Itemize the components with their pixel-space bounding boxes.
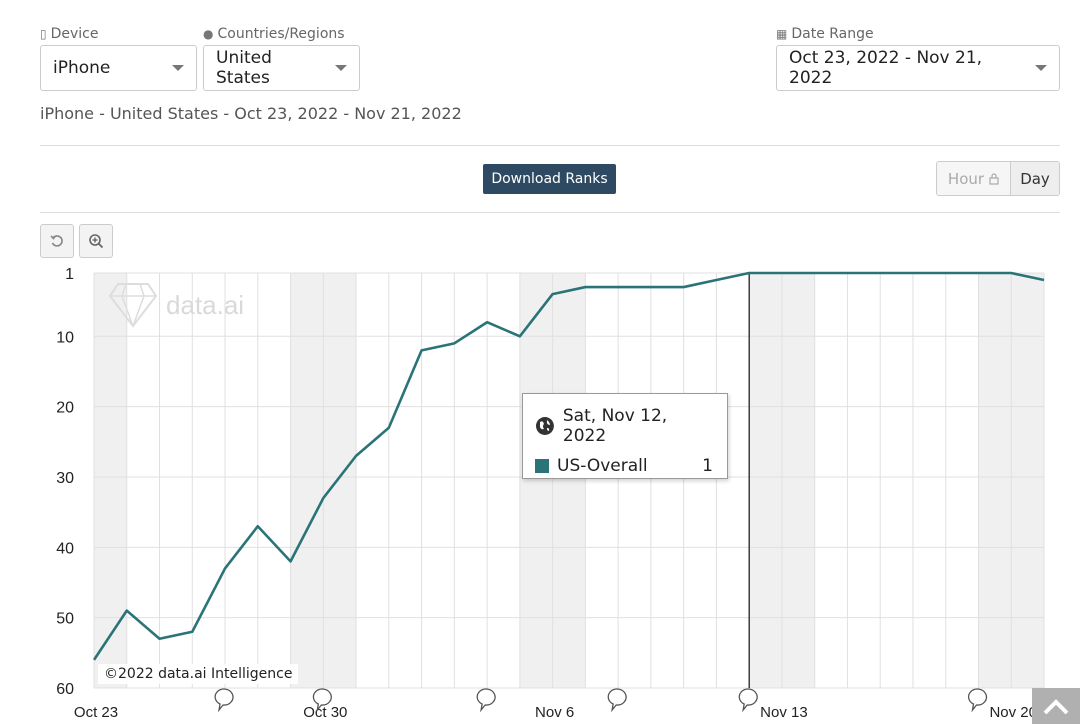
- caret-down-icon: [1035, 65, 1047, 71]
- lock-icon: [989, 172, 999, 185]
- divider: [40, 145, 1060, 146]
- phone-icon: ▯: [40, 27, 47, 41]
- reset-zoom-button[interactable]: [40, 224, 74, 258]
- annotation-marker-icon: [607, 688, 627, 713]
- granularity-toggle: Hour Day: [936, 161, 1060, 196]
- copyright-note: ©2022 data.ai Intelligence: [98, 664, 299, 684]
- y-tick-label: 10: [56, 329, 74, 346]
- device-select[interactable]: iPhone: [40, 45, 197, 91]
- chevron-up-icon: [1043, 699, 1069, 715]
- globe-icon: [535, 417, 554, 435]
- annotation-marker-icon: [738, 688, 758, 713]
- chart-tooltip: Sat, Nov 12, 2022 US-Overall 1: [522, 393, 728, 479]
- x-tick-label: Oct 23: [74, 704, 118, 721]
- divider: [40, 212, 1060, 213]
- country-label: ● Countries/Regions: [203, 26, 345, 42]
- annotation-marker-icon: [214, 688, 234, 713]
- hour-toggle[interactable]: Hour: [937, 162, 1011, 195]
- y-tick-label: 40: [56, 540, 74, 557]
- y-tick-label: 20: [56, 400, 74, 417]
- annotation-marker-icon: [476, 688, 496, 713]
- date-range-label: ▦ Date Range: [776, 26, 874, 42]
- series-swatch: [535, 459, 549, 473]
- zoom-in-icon: [89, 234, 104, 249]
- day-toggle[interactable]: Day: [1011, 162, 1059, 195]
- weekend-band: [94, 273, 127, 688]
- annotation-marker-icon: [312, 688, 332, 713]
- annotation-marker-icon: [967, 688, 988, 713]
- scroll-to-top-button[interactable]: [1032, 688, 1080, 724]
- download-ranks-button[interactable]: Download Ranks: [483, 164, 616, 194]
- diamond-logo-icon: [108, 283, 158, 328]
- x-tick-label: Nov 6: [535, 704, 574, 721]
- y-tick-label: 60: [56, 681, 74, 698]
- caret-down-icon: [172, 65, 184, 71]
- caret-down-icon: [335, 65, 347, 71]
- globe-icon: ●: [203, 27, 214, 41]
- country-select[interactable]: United States: [203, 45, 360, 91]
- y-tick-label: 1: [65, 266, 74, 283]
- x-tick-label: Nov 20: [989, 704, 1037, 721]
- zoom-button[interactable]: [79, 224, 113, 258]
- y-tick-label: 30: [56, 470, 74, 487]
- watermark: data.ai: [108, 282, 244, 328]
- series-line: [92, 271, 1045, 661]
- chart-subtitle: iPhone - United States - Oct 23, 2022 - …: [40, 104, 462, 123]
- calendar-icon: ▦: [776, 27, 788, 41]
- date-range-select[interactable]: Oct 23, 2022 - Nov 21, 2022: [776, 45, 1060, 91]
- y-tick-label: 50: [56, 611, 74, 628]
- x-tick-label: Nov 13: [760, 704, 808, 721]
- device-label: ▯ Device: [40, 26, 99, 42]
- undo-icon: [50, 235, 63, 247]
- x-tick-label: Oct 30: [303, 704, 347, 721]
